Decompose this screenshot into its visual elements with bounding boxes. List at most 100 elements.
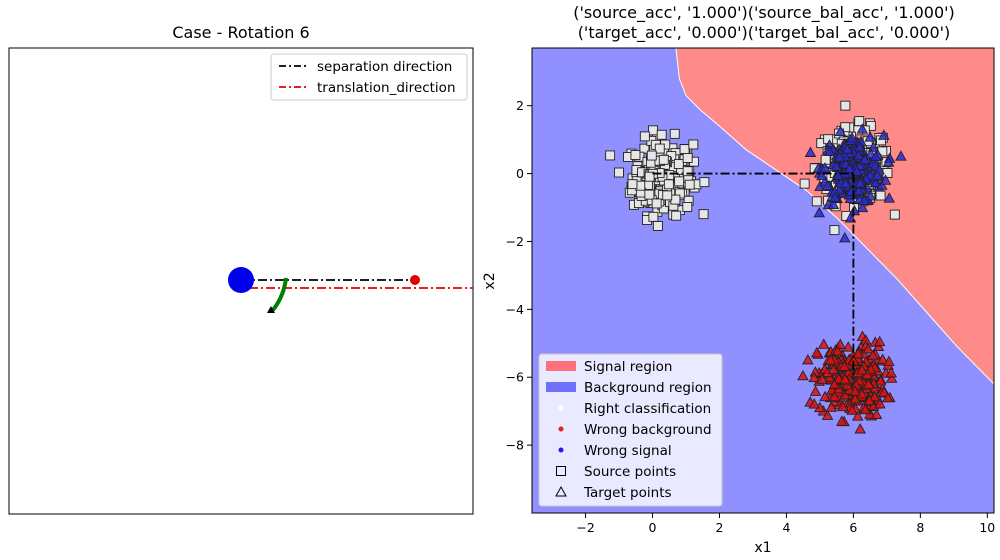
target-point [870, 408, 883, 420]
target-point [838, 232, 851, 243]
x-tick-label: 2 [716, 520, 724, 535]
target-point [832, 169, 844, 181]
source-point [688, 139, 699, 150]
x-axis: −2 0 2 4 6 8 10 [576, 513, 995, 535]
source-point [875, 190, 886, 201]
target-point [804, 146, 817, 157]
target-point [848, 204, 861, 216]
target-point [834, 125, 847, 136]
legend-swatch-wrong-signal [558, 447, 564, 453]
legend-swatch-background-region [546, 382, 576, 392]
legend-label-wrong-signal: Wrong signal [584, 443, 672, 459]
y-tick-label: 2 [516, 98, 524, 113]
source-point [854, 116, 865, 127]
legend-swatch-source-points [556, 466, 566, 476]
target-point [876, 353, 889, 364]
source-point [654, 143, 665, 154]
source-point [673, 159, 684, 170]
source-point [662, 190, 673, 201]
source-point [679, 144, 690, 155]
target-point [821, 409, 834, 420]
target-point [809, 385, 822, 396]
target-point [802, 353, 814, 365]
x-tick-label: 0 [649, 520, 657, 535]
target-point [858, 194, 870, 205]
target-point [825, 354, 837, 365]
target-point [852, 149, 865, 161]
target-point [833, 151, 846, 162]
source-point [840, 100, 851, 111]
target-point [837, 400, 849, 412]
source-point [644, 171, 655, 182]
rotation-arc [271, 277, 288, 312]
target-point [819, 162, 831, 173]
legend-swatch-target-points [555, 485, 567, 497]
legend-label-wrong-background: Wrong background [584, 422, 712, 438]
target-point [849, 393, 861, 404]
target-point [839, 373, 851, 384]
target-point [830, 160, 843, 171]
target-point [823, 145, 836, 156]
target-point [843, 162, 856, 174]
source-point [682, 166, 693, 177]
target-point [839, 177, 852, 188]
source-center-marker [228, 267, 254, 293]
target-point [895, 150, 907, 161]
source-point [652, 221, 663, 231]
y-tick-label: −6 [506, 370, 524, 385]
legend-swatch-wrong-background [558, 426, 564, 432]
source-point [651, 198, 662, 209]
legend-label-target-points: Target points [583, 485, 672, 501]
source-point [648, 211, 659, 222]
target-point [850, 165, 863, 176]
y-tick-label: −8 [506, 438, 524, 453]
legend-swatch-signal-region [546, 361, 576, 371]
source-point [684, 179, 695, 190]
target-point [863, 394, 876, 406]
right-plot-frame [531, 47, 995, 514]
legend-label-signal-region: Signal region [584, 359, 672, 375]
target-point [878, 129, 890, 140]
source-point [682, 153, 693, 163]
target-point [813, 206, 826, 218]
target-point [867, 349, 879, 360]
target-point [862, 378, 875, 389]
source-point [671, 210, 682, 221]
legend-swatch-right-classification [558, 405, 564, 411]
target-center-marker [410, 275, 420, 285]
cluster-source-background [605, 125, 710, 231]
legend-label-translation: translation_direction [317, 80, 456, 96]
target-point [827, 198, 840, 209]
target-point [836, 415, 848, 426]
source-point [639, 131, 650, 142]
target-point [852, 184, 865, 196]
target-point [885, 372, 898, 383]
x-axis-label: x1 [754, 540, 771, 556]
x-tick-label: 10 [979, 520, 995, 535]
target-point [825, 401, 838, 412]
source-point [698, 209, 709, 220]
target-point [864, 131, 876, 142]
x-tick-label: −2 [576, 520, 594, 535]
target-point [827, 363, 840, 375]
target-point [821, 179, 834, 191]
target-point [846, 404, 858, 415]
left-panel-title: Case - Rotation 6 [172, 23, 309, 42]
target-point [858, 153, 871, 165]
target-point [882, 156, 895, 167]
source-point [670, 194, 681, 205]
source-point [663, 179, 674, 190]
target-point [876, 179, 888, 190]
source-point [648, 125, 659, 136]
target-point [854, 177, 866, 188]
decision-boundary [675, 48, 994, 385]
source-point [799, 178, 810, 189]
target-point [828, 378, 841, 389]
y-tick-label: 0 [516, 166, 524, 181]
source-point [811, 196, 822, 207]
source-point [699, 177, 710, 188]
y-axis-label: x2 [482, 272, 498, 289]
target-point [856, 364, 868, 375]
target-point [854, 423, 866, 434]
